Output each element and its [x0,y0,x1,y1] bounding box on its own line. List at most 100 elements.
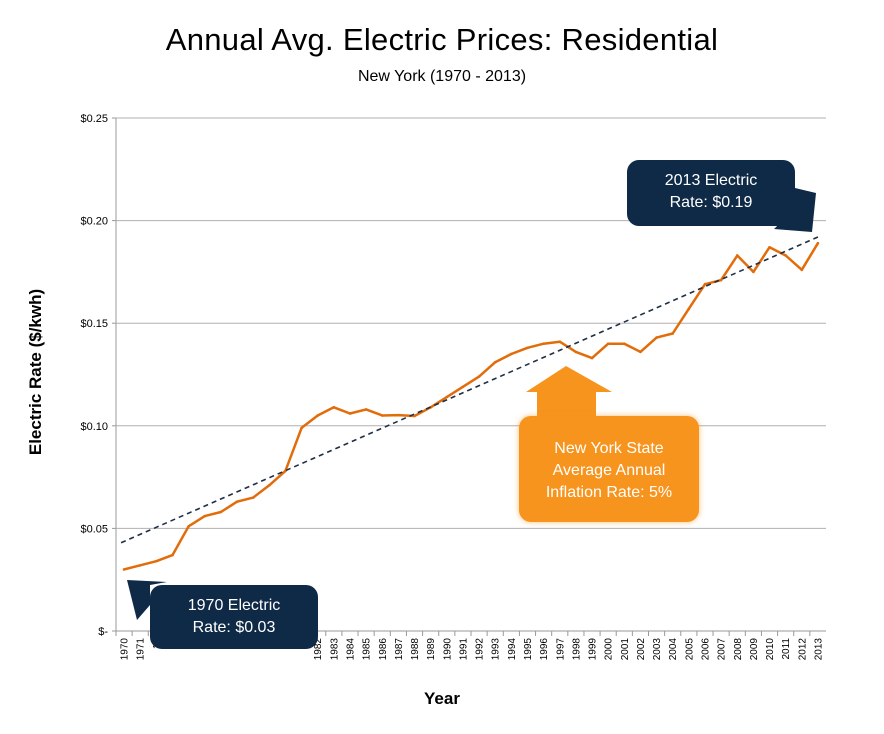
x-tick-label: 2011 [781,638,792,660]
x-tick-label: 2013 [813,638,824,661]
data-point [300,426,303,430]
x-tick-label: 1970 [120,638,131,661]
data-point [122,568,126,571]
data-point [735,254,739,257]
callout-1970-line2: Rate: $0.03 [192,619,276,636]
data-point [590,356,594,360]
x-tick-label: 1992 [475,638,486,661]
data-point [800,268,804,272]
callout-inflation: New York State Average Annual Inflation … [519,416,699,522]
data-point [461,385,465,389]
y-tick-label: $0.25 [80,113,108,125]
data-point [622,342,626,346]
data-point [138,564,142,567]
x-tick-label: 1999 [588,638,599,661]
x-tick-label: 1986 [378,638,389,661]
callout-2013-line2: Rate: $0.19 [669,194,753,211]
data-point [784,254,787,257]
x-tick-label: 1987 [394,638,405,661]
x-tick-label: 1982 [313,638,324,661]
data-point [752,270,755,274]
data-point [768,245,771,249]
price-line [123,242,819,571]
data-point [639,350,642,354]
callout-1970-arrow [127,580,167,620]
chart-subtitle: New York (1970 - 2013) [357,68,527,85]
data-point [655,336,658,339]
data-point [235,500,239,504]
x-tick-label: 2010 [765,638,776,661]
x-tick-label: 1995 [523,638,534,661]
x-tick-label: 1990 [442,638,453,661]
x-tick-label: 1997 [555,638,566,661]
x-tick-label: 1998 [571,638,582,661]
data-point [477,375,481,378]
data-point [397,413,400,417]
callout-inflation-line2: Average Annual [552,462,666,479]
data-point [316,414,320,417]
x-tick-label: 2012 [797,638,808,661]
x-tick-label: 1996 [539,638,550,661]
callout-1970-line1: 1970 Electric [187,597,281,614]
data-point [364,408,368,411]
callout-inflation-line1: New York State [554,440,664,457]
data-point [558,340,562,343]
data-point [348,412,352,415]
y-tick-label: $0.20 [80,216,108,228]
x-tick-label: 2009 [749,638,760,661]
x-tick-label: 1989 [426,638,437,661]
data-point [526,346,529,350]
data-point [332,406,336,409]
data-point [219,510,223,514]
x-tick-label: 2007 [717,638,728,661]
data-point [493,360,497,364]
data-point [574,350,578,354]
data-point [171,553,174,557]
x-tick-label: 1991 [458,638,469,661]
data-point [380,414,384,417]
callout-inflation-arrow [526,366,612,416]
x-tick-label: 1993 [491,638,502,661]
y-tick-label: $0.05 [80,523,108,535]
data-point [155,559,158,563]
data-point [251,496,255,499]
x-axis-label: Year [424,689,460,708]
callout-1970: 1970 Electric Rate: $0.03 [150,585,318,649]
trend-line [120,236,819,544]
y-tick-label: $0.15 [80,318,108,330]
x-tick-label: 1985 [362,638,373,661]
x-tick-label: 1988 [410,638,421,661]
data-point [267,484,271,487]
x-tick-label: 1971 [136,638,147,661]
x-tick-label: 2005 [684,638,695,661]
data-point [719,278,723,282]
data-point [687,307,691,311]
x-tick-label: 2001 [620,638,631,661]
x-tick-label: 2002 [636,638,647,661]
x-tick-label: 2008 [733,638,744,661]
data-point [606,342,610,346]
x-tick-label: 1983 [329,638,340,661]
data-point [413,414,416,418]
data-point [671,332,675,335]
data-point [445,395,449,399]
callout-2013: 2013 Electric Rate: $0.19 [627,160,795,226]
data-point [542,342,545,346]
chart-title: Annual Avg. Electric Prices: Residential [165,22,719,57]
data-point [187,525,190,528]
y-tick-label: $- [98,626,108,638]
x-tick-label: 2000 [604,638,615,661]
callout-inflation-line3: Inflation Rate: 5% [545,484,673,501]
x-tick-label: 2006 [700,638,711,661]
data-point [203,514,207,518]
data-point [816,241,820,245]
x-tick-label: 1994 [507,638,518,661]
x-tick-label: 2003 [652,638,663,661]
callout-2013-line1: 2013 Electric [664,172,758,189]
data-point [510,352,513,356]
y-tick-label: $0.10 [80,421,108,433]
x-tick-label: 1984 [345,638,356,661]
data-point [703,282,707,286]
x-tick-label: 2004 [668,638,679,661]
